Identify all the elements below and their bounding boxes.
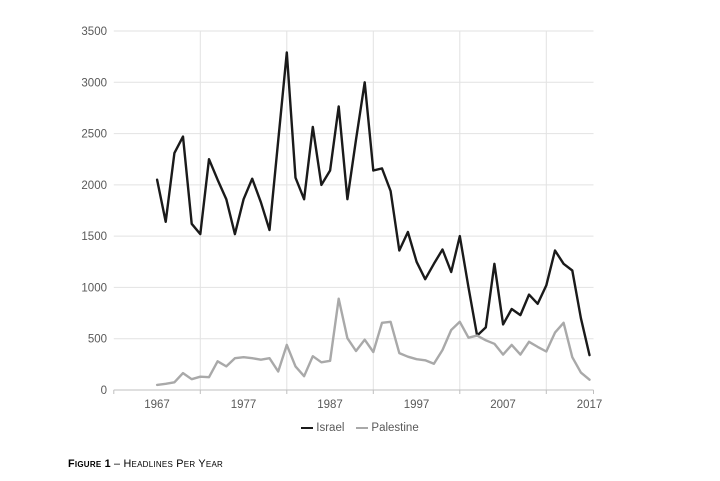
x-axis-tick-label: 1997	[404, 399, 430, 411]
legend-label-palestine: Palestine	[371, 422, 419, 434]
headlines-per-year-chart: 0 500 1000 1500 2000 2500 3000 3500 1967 1977 1987…	[81, 26, 603, 411]
y-axis-tick-label: 2500	[81, 129, 107, 141]
figure-caption: Figure 1– Headlines Per Year	[68, 458, 223, 470]
palestine-line-swatch	[356, 426, 369, 430]
y-axis-tick-label: 1000	[81, 282, 107, 294]
x-axis-tick-label: 2017	[577, 399, 603, 411]
palestine-series-line	[155, 297, 591, 387]
y-axis-tick-label: 3000	[81, 77, 107, 89]
y-axis-tick-label: 1500	[81, 231, 107, 243]
chart-legend: Israel Palestine	[0, 419, 720, 437]
x-axis-tick-label: 1967	[144, 399, 170, 411]
legend-item-palestine: Palestine	[356, 422, 419, 434]
figure-caption-label: Figure 1	[68, 458, 111, 470]
y-axis-tick-label: 500	[88, 334, 107, 346]
y-axis-tick-label: 2000	[81, 180, 107, 192]
y-axis-tick-label: 0	[101, 385, 107, 397]
x-axis-tick-label: 1987	[317, 399, 343, 411]
legend-item-israel: Israel	[301, 422, 344, 434]
y-axis-tick-label: 3500	[81, 26, 107, 38]
israel-line-swatch	[301, 426, 314, 430]
israel-series-line	[155, 51, 591, 357]
x-axis-tick-label: 2007	[490, 399, 516, 411]
figure-caption-title: – Headlines Per Year	[113, 458, 224, 470]
x-axis-tick-label: 1977	[231, 399, 257, 411]
legend-label-israel: Israel	[316, 422, 345, 434]
